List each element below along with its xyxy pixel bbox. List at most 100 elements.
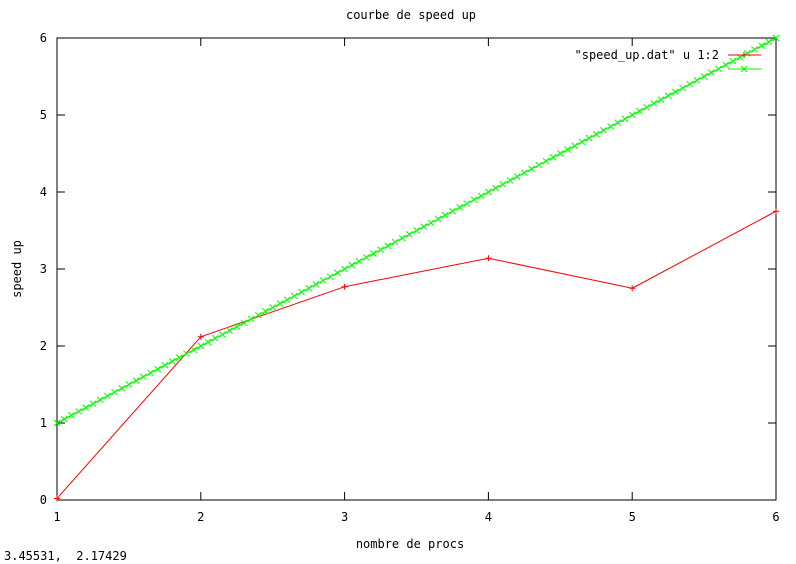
data-point bbox=[506, 177, 514, 184]
data-point bbox=[305, 284, 313, 292]
data-point bbox=[147, 369, 154, 377]
data-point bbox=[578, 138, 586, 146]
series-line bbox=[56, 210, 777, 499]
data-point bbox=[657, 96, 665, 103]
data-point bbox=[139, 373, 147, 381]
data-point bbox=[722, 61, 730, 69]
data-point bbox=[405, 230, 413, 238]
data-point bbox=[592, 130, 600, 138]
x-tick-label: 3 bbox=[341, 510, 348, 524]
data-point bbox=[741, 52, 747, 58]
data-point bbox=[664, 92, 672, 100]
data-point bbox=[89, 400, 97, 408]
data-point bbox=[283, 296, 291, 304]
data-point bbox=[197, 342, 205, 350]
data-point bbox=[334, 269, 341, 277]
x-tick-label: 4 bbox=[485, 510, 492, 524]
data-point bbox=[549, 153, 557, 161]
data-point bbox=[740, 65, 748, 73]
data-point bbox=[175, 354, 183, 361]
data-point bbox=[571, 142, 579, 150]
data-point bbox=[362, 254, 370, 261]
data-point bbox=[629, 285, 636, 292]
data-point bbox=[686, 80, 694, 88]
data-point bbox=[485, 188, 492, 196]
data-point bbox=[492, 184, 499, 192]
data-point bbox=[254, 311, 262, 319]
data-point bbox=[535, 161, 543, 169]
data-point bbox=[118, 384, 126, 392]
x-tick-label: 2 bbox=[197, 510, 204, 524]
data-point bbox=[485, 255, 492, 262]
data-point bbox=[154, 365, 162, 373]
data-point bbox=[449, 207, 456, 215]
chart-title: courbe de speed up bbox=[346, 8, 476, 22]
data-point bbox=[190, 346, 197, 354]
data-point bbox=[456, 204, 463, 211]
data-point bbox=[751, 46, 758, 53]
data-point bbox=[636, 107, 643, 115]
data-point bbox=[82, 404, 90, 411]
data-point bbox=[772, 34, 780, 42]
data-point bbox=[60, 415, 68, 423]
data-point bbox=[621, 115, 629, 123]
y-tick-label: 6 bbox=[40, 31, 47, 45]
data-point bbox=[384, 242, 392, 250]
data-point bbox=[707, 69, 715, 77]
data-point bbox=[53, 419, 61, 427]
data-point bbox=[427, 219, 435, 227]
data-point bbox=[614, 119, 622, 127]
data-point bbox=[226, 327, 233, 334]
data-point bbox=[111, 388, 118, 396]
data-point bbox=[643, 103, 650, 111]
data-point bbox=[161, 361, 169, 369]
y-tick-label: 0 bbox=[40, 493, 47, 507]
data-point bbox=[758, 42, 765, 50]
data-point bbox=[693, 76, 701, 84]
data-point bbox=[729, 57, 737, 65]
data-point bbox=[600, 127, 607, 134]
data-point bbox=[341, 265, 348, 273]
data-point bbox=[773, 208, 779, 215]
data-point bbox=[132, 377, 140, 385]
series-1 bbox=[54, 208, 779, 502]
mouse-coordinate-readout: 3.45531, 2.17429 bbox=[4, 549, 127, 563]
data-point bbox=[434, 215, 442, 223]
data-point bbox=[204, 338, 212, 346]
data-point bbox=[233, 323, 241, 331]
data-point bbox=[765, 38, 773, 46]
x-tick-label: 6 bbox=[772, 510, 779, 524]
data-point bbox=[398, 234, 406, 242]
data-point bbox=[556, 150, 564, 157]
data-point bbox=[211, 334, 219, 342]
data-point bbox=[312, 281, 320, 288]
data-point bbox=[470, 196, 478, 204]
data-point bbox=[326, 273, 334, 281]
data-point bbox=[463, 200, 471, 207]
data-point bbox=[54, 495, 60, 502]
y-tick-label: 1 bbox=[40, 416, 47, 430]
legend: "speed_up.dat" u 1:2 bbox=[575, 48, 761, 73]
data-point bbox=[441, 211, 449, 219]
data-point bbox=[650, 100, 658, 107]
data-point bbox=[96, 396, 104, 404]
data-point bbox=[298, 288, 305, 296]
data-point bbox=[125, 381, 133, 388]
data-point bbox=[319, 277, 327, 284]
data-point bbox=[528, 165, 535, 173]
y-tick-label: 2 bbox=[40, 339, 47, 353]
y-tick-label: 3 bbox=[40, 262, 47, 276]
data-point bbox=[671, 88, 679, 96]
data-point bbox=[197, 333, 204, 340]
data-point bbox=[75, 408, 82, 415]
data-point bbox=[607, 123, 614, 130]
y-axis-label: speed up bbox=[10, 240, 24, 298]
data-point bbox=[520, 169, 528, 177]
data-point bbox=[413, 227, 420, 234]
data-point bbox=[542, 157, 550, 165]
x-axis-label: nombre de procs bbox=[356, 537, 464, 551]
data-point bbox=[240, 319, 248, 327]
data-point bbox=[391, 238, 399, 246]
x-tick-label: 5 bbox=[629, 510, 636, 524]
